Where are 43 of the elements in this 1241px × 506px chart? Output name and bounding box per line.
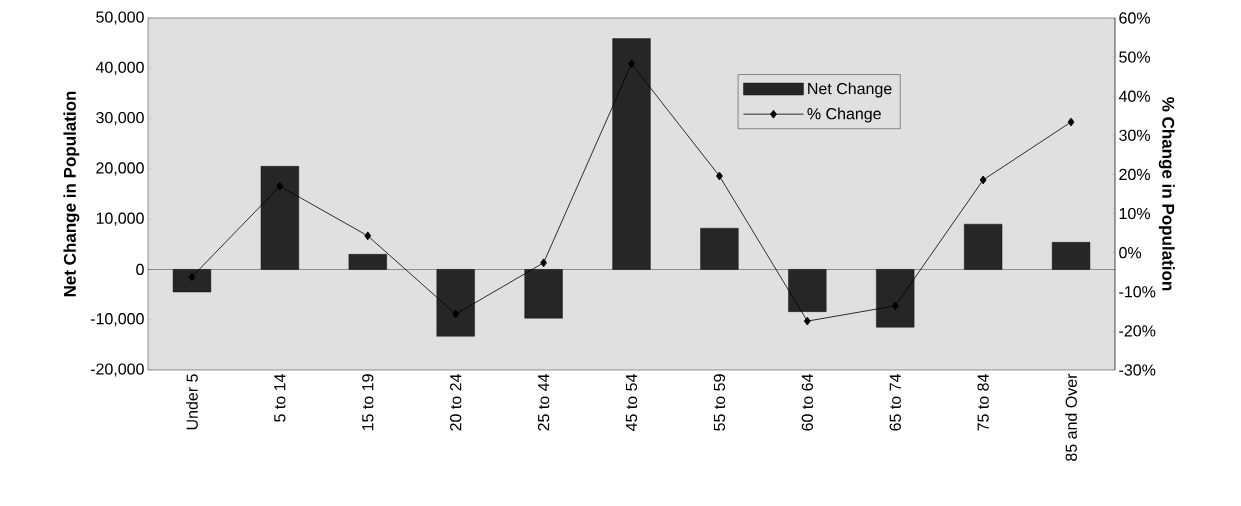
point (540, 258, 547, 268)
x-tick-label: 65 to 74 (889, 374, 901, 431)
y2-tick-label: -20% (1119, 325, 1156, 337)
y-tick-label: 50,000 (96, 11, 144, 25)
x-tick-label: 55 to 59 (713, 374, 726, 431)
y2-tick-label: -10% (1119, 286, 1156, 298)
point (452, 309, 460, 319)
x-tick-label: 5 to 14 (274, 374, 286, 422)
point (803, 316, 811, 326)
y-tick-label: 10,000 (96, 212, 144, 226)
y-tick-label: -10,000 (90, 313, 144, 327)
point (628, 59, 635, 69)
x-tick-label: 15 to 19 (362, 374, 374, 431)
y-axis-title: Net Change in Population (63, 91, 80, 297)
y2-tick-label: 50% (1119, 51, 1150, 63)
point (276, 181, 284, 191)
point (1067, 117, 1075, 127)
y2-tick-label: 40% (1118, 90, 1150, 102)
x-tick-label: 60 to 64 (801, 374, 813, 431)
y2-tick-label: 10% (1119, 207, 1150, 220)
y2-tick-label: 20% (1119, 168, 1150, 181)
y2-tick-label: 0% (1119, 247, 1142, 259)
y-tick-label: 40,000 (95, 61, 144, 75)
point (364, 231, 372, 241)
y2-tick-label: 30% (1119, 129, 1150, 141)
y-tick-label: 20,000 (96, 162, 144, 176)
y2-tick-label: 60% (1119, 12, 1150, 24)
point (979, 175, 987, 185)
legend-label: % Change (807, 107, 881, 123)
x-tick-label: 25 to 44 (537, 374, 550, 431)
y-tick-label: 30,000 (96, 111, 144, 126)
x-tick-label: 75 to 84 (977, 374, 989, 431)
y2-tick-label: -30% (1119, 364, 1156, 376)
y-tick-label: -20,000 (90, 363, 144, 377)
point (716, 171, 723, 181)
point (891, 301, 899, 311)
legend-label: Net Change (808, 82, 892, 98)
x-tick-label: 45 to 54 (625, 374, 638, 431)
x-tick-label: 85 and Over (1065, 373, 1077, 461)
x-tick-label: Under 5 (186, 374, 198, 430)
y-tick-label: 0 (136, 263, 144, 276)
x-tick-label: 20 to 24 (450, 374, 462, 431)
y2-axis-title: % Change in Population (1158, 97, 1175, 291)
